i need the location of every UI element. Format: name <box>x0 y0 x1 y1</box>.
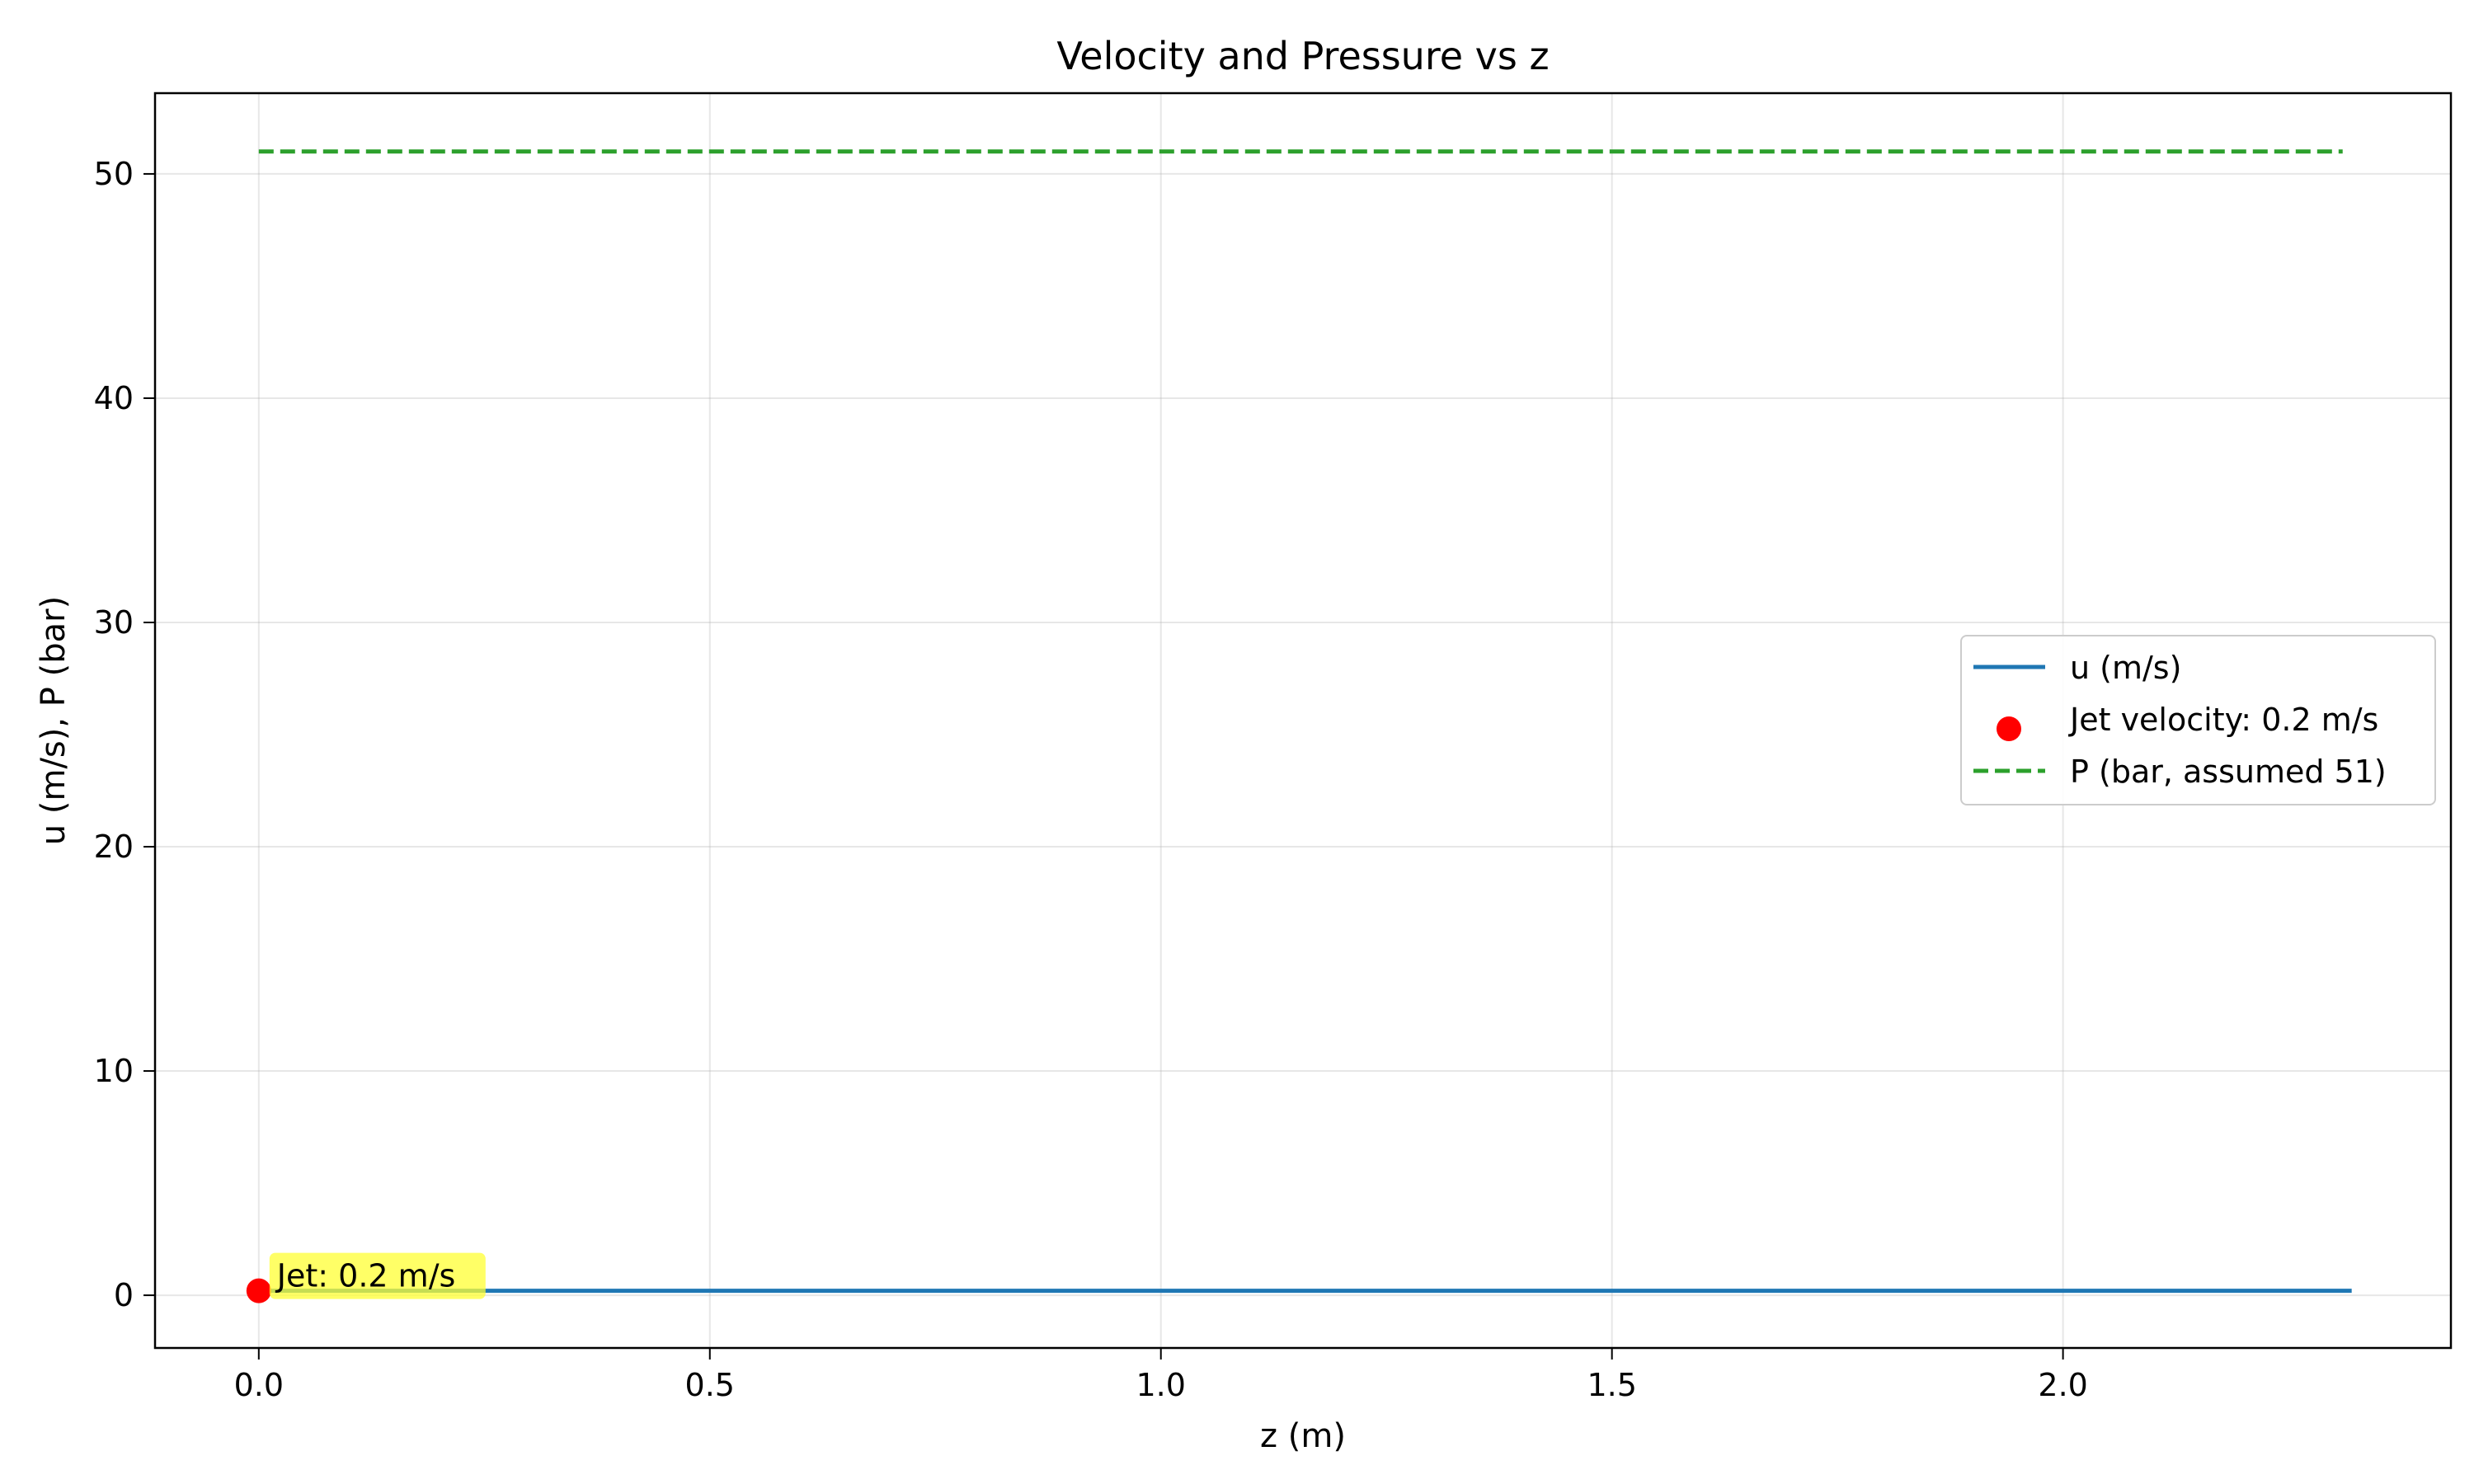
legend-label: Jet velocity: 0.2 m/s <box>2068 702 2378 738</box>
tick-layer: 0.0 0.5 1.0 1.5 2.0 0 10 20 30 40 50 <box>94 156 2088 1403</box>
chart-title: Velocity and Pressure vs z <box>1056 34 1549 78</box>
y-tick-label: 0 <box>114 1277 134 1313</box>
y-tick-label: 40 <box>94 380 134 416</box>
x-tick-label: 2.0 <box>2038 1367 2087 1403</box>
y-tick-label: 30 <box>94 604 134 641</box>
y-tick-label: 20 <box>94 829 134 865</box>
x-tick-label: 0.0 <box>234 1367 284 1403</box>
legend-label: P (bar, assumed 51) <box>2070 754 2387 790</box>
legend: u (m/s) Jet velocity: 0.2 m/s P (bar, assu… <box>1960 635 2436 805</box>
x-tick-label: 1.5 <box>1587 1367 1636 1403</box>
grid <box>155 93 2451 1348</box>
legend-swatch <box>1997 716 2021 741</box>
annotation-text: Jet: 0.2 m/s <box>275 1258 456 1294</box>
x-tick-label: 0.5 <box>685 1367 735 1403</box>
legend-frame <box>1960 635 2436 805</box>
annotation-layer: Jet: 0.2 m/s <box>269 1252 486 1299</box>
jet-velocity-point <box>246 1278 271 1303</box>
series-layer <box>246 149 2352 1303</box>
plot-frame <box>153 92 2453 1350</box>
legend-label: u (m/s) <box>2070 650 2181 686</box>
y-tick-label: 50 <box>94 156 134 192</box>
annotation-box <box>269 1252 486 1299</box>
y-tick-label: 10 <box>94 1053 134 1089</box>
x-tick-label: 1.0 <box>1136 1367 1185 1403</box>
y-axis-label: u (m/s), P (bar) <box>35 596 73 845</box>
x-axis-label: z (m) <box>1260 1417 1346 1455</box>
